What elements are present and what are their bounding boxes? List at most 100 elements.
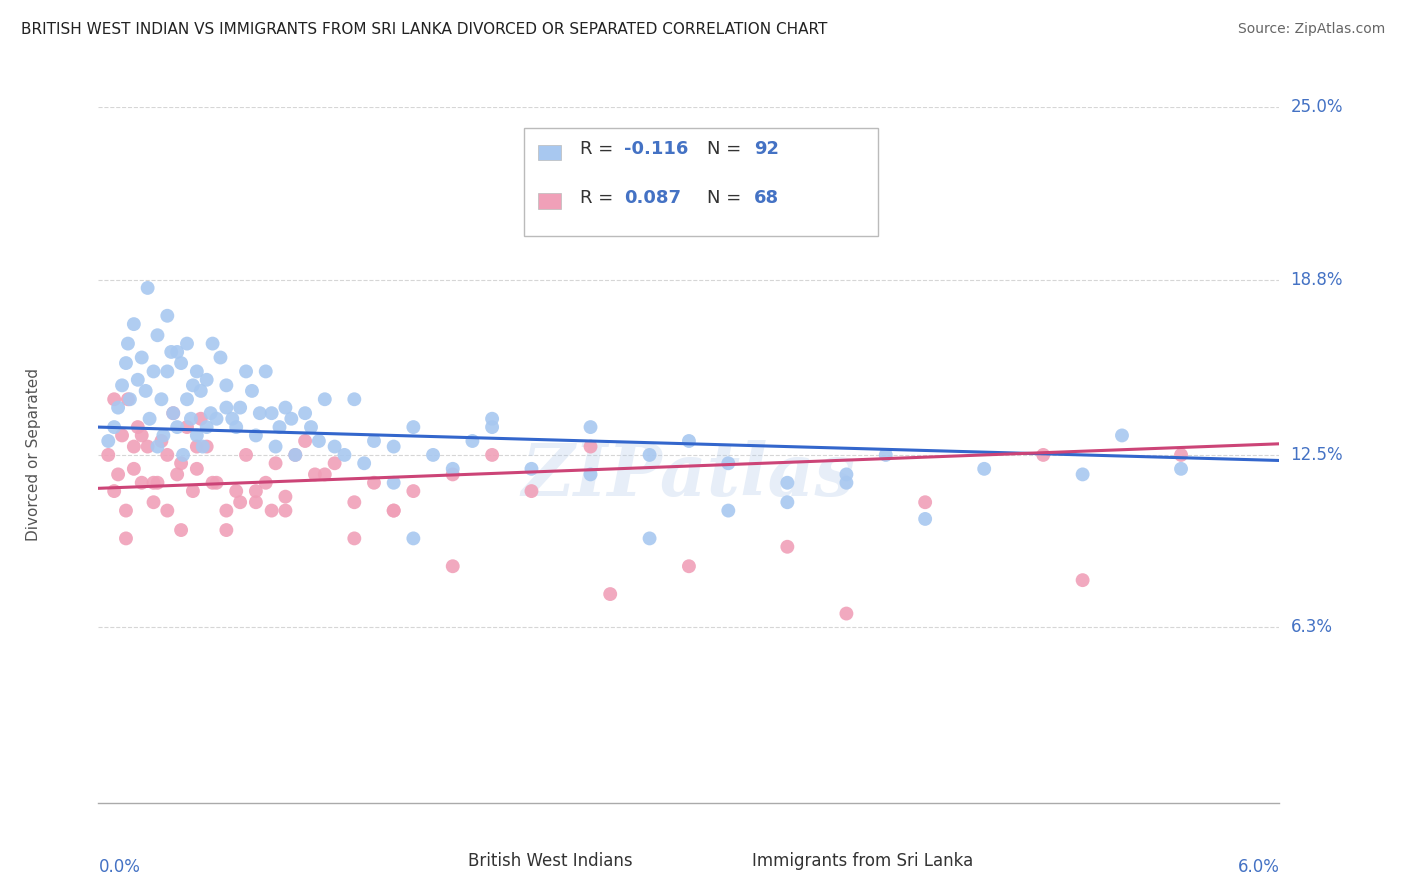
- Point: [835, 467, 858, 482]
- Point: [135, 384, 157, 398]
- Point: [294, 406, 316, 420]
- Point: [441, 467, 464, 482]
- Point: [245, 495, 267, 509]
- Point: [122, 462, 145, 476]
- Text: 68: 68: [754, 189, 779, 207]
- Point: [333, 448, 356, 462]
- Point: [422, 448, 444, 462]
- FancyBboxPatch shape: [523, 128, 877, 235]
- Text: British West Indians: British West Indians: [468, 852, 633, 870]
- Text: 18.8%: 18.8%: [1291, 270, 1343, 289]
- Point: [249, 406, 271, 420]
- Point: [138, 411, 160, 425]
- Point: [117, 392, 139, 407]
- Point: [107, 401, 129, 415]
- Point: [142, 364, 165, 378]
- Point: [201, 475, 224, 490]
- Point: [156, 503, 179, 517]
- Point: [264, 456, 287, 470]
- Text: 0.087: 0.087: [624, 189, 681, 207]
- Point: [382, 440, 405, 454]
- Point: [235, 448, 257, 462]
- Point: [245, 428, 267, 442]
- Point: [284, 448, 307, 462]
- Point: [146, 440, 169, 454]
- FancyBboxPatch shape: [713, 852, 742, 869]
- Point: [280, 411, 302, 425]
- Point: [835, 475, 858, 490]
- Point: [441, 559, 464, 574]
- Point: [314, 392, 336, 407]
- Point: [160, 345, 183, 359]
- Point: [314, 467, 336, 482]
- Point: [254, 475, 277, 490]
- Text: R =: R =: [581, 140, 619, 159]
- Point: [215, 503, 238, 517]
- Point: [170, 456, 193, 470]
- Point: [274, 503, 297, 517]
- FancyBboxPatch shape: [429, 852, 458, 869]
- Point: [235, 364, 257, 378]
- Point: [103, 484, 125, 499]
- Point: [441, 462, 464, 476]
- Point: [402, 484, 425, 499]
- Point: [579, 440, 602, 454]
- Point: [186, 364, 208, 378]
- Point: [269, 420, 291, 434]
- Point: [382, 475, 405, 490]
- Point: [264, 440, 287, 454]
- Point: [914, 512, 936, 526]
- Point: [343, 495, 366, 509]
- Point: [115, 503, 138, 517]
- Point: [201, 336, 224, 351]
- Point: [200, 406, 222, 420]
- Point: [107, 467, 129, 482]
- Point: [103, 392, 125, 407]
- Point: [973, 462, 995, 476]
- Point: [176, 392, 198, 407]
- Point: [146, 475, 169, 490]
- Text: 12.5%: 12.5%: [1291, 446, 1343, 464]
- Text: -0.116: -0.116: [624, 140, 689, 159]
- Point: [142, 475, 165, 490]
- Point: [215, 378, 238, 392]
- Point: [678, 434, 700, 448]
- Point: [180, 411, 202, 425]
- Point: [274, 490, 297, 504]
- Text: N =: N =: [707, 140, 747, 159]
- Point: [156, 448, 179, 462]
- Point: [209, 351, 232, 365]
- Point: [308, 434, 330, 448]
- Text: 25.0%: 25.0%: [1291, 98, 1343, 116]
- Point: [156, 309, 179, 323]
- Point: [176, 336, 198, 351]
- Point: [215, 401, 238, 415]
- Point: [1071, 573, 1094, 587]
- Point: [382, 503, 405, 517]
- Point: [150, 434, 173, 448]
- Point: [260, 503, 283, 517]
- Point: [579, 467, 602, 482]
- Text: ZIPatlas: ZIPatlas: [522, 441, 856, 511]
- Point: [162, 406, 184, 420]
- Point: [166, 420, 188, 434]
- Point: [142, 495, 165, 509]
- Point: [115, 356, 138, 370]
- Point: [1170, 462, 1192, 476]
- Point: [176, 420, 198, 434]
- Point: [402, 420, 425, 434]
- Point: [343, 532, 366, 546]
- Point: [166, 345, 188, 359]
- Point: [299, 420, 322, 434]
- Point: [97, 448, 120, 462]
- Text: N =: N =: [707, 189, 747, 207]
- Point: [363, 475, 385, 490]
- Point: [150, 392, 173, 407]
- Text: 0.0%: 0.0%: [98, 858, 141, 877]
- Point: [461, 434, 484, 448]
- Point: [776, 475, 799, 490]
- Point: [304, 467, 326, 482]
- Point: [190, 384, 212, 398]
- Point: [776, 540, 799, 554]
- Point: [323, 440, 346, 454]
